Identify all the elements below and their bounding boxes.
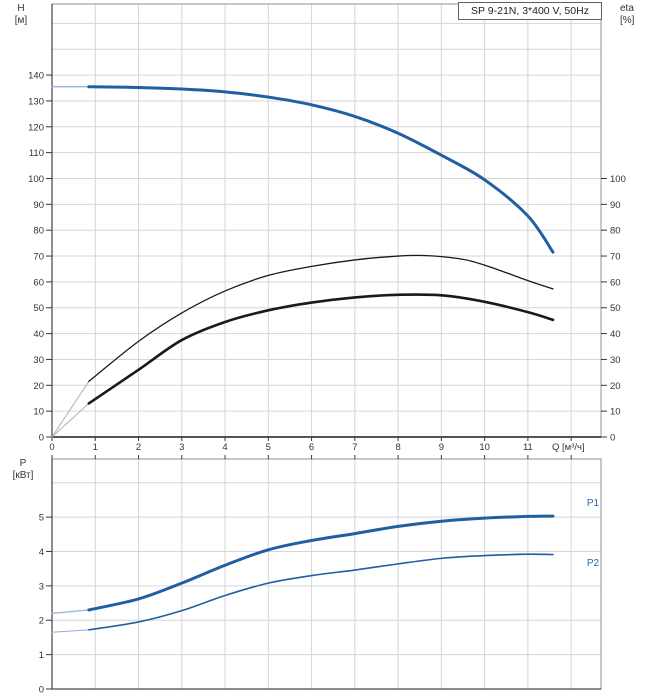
tick-label: 5	[266, 442, 271, 453]
tick-label: 10	[33, 407, 44, 418]
h-axis-label: H	[17, 3, 25, 14]
series-P2-lead	[51, 629, 90, 633]
series-P2	[87, 553, 554, 631]
tick-label: 140	[28, 71, 44, 82]
series-eta-pump	[88, 254, 554, 383]
tick-label: 2	[136, 442, 141, 453]
tick-label: 120	[28, 122, 44, 133]
tick-label: 10	[479, 442, 490, 453]
tick-label: 1	[39, 650, 44, 661]
head-efficiency-chart: 0102030405060708090100110120130140010203…	[28, 3, 626, 453]
tick-label: 0	[610, 433, 615, 444]
tick-label: 11	[523, 442, 533, 453]
tick-label: 8	[395, 442, 400, 453]
h-axis-unit: [м]	[14, 15, 28, 26]
tick-label: 110	[29, 148, 44, 159]
tick-label: 50	[33, 303, 44, 314]
tick-label: 3	[179, 442, 184, 453]
tick-label: 4	[39, 547, 44, 558]
tick-label: 5	[39, 513, 44, 524]
series-P1-lead	[51, 609, 90, 614]
series-eta-total	[87, 293, 555, 405]
series-H	[87, 85, 555, 254]
q-axis-label: Q [м³/ч]	[552, 442, 585, 453]
tick-label: 2	[39, 616, 44, 627]
tick-label: 80	[610, 226, 621, 237]
power-chart: 0 1 2 3 4 5	[39, 455, 602, 696]
series-eta-pump-lead	[51, 380, 90, 438]
tick-label: 3	[39, 581, 44, 592]
tick-label: 60	[610, 277, 621, 288]
tick-label: 4	[222, 442, 227, 453]
series-P1	[87, 514, 555, 612]
eta-axis-unit: [%]	[620, 15, 635, 26]
tick-label: 130	[28, 96, 44, 107]
p-axis-label: P	[19, 458, 27, 469]
tick-label: 10	[610, 407, 621, 418]
eta-axis-label: eta	[620, 3, 634, 14]
tick-label: 9	[439, 442, 444, 453]
tick-label: 90	[610, 200, 621, 211]
tick-label: 80	[33, 226, 44, 237]
tick-label: 0	[39, 433, 44, 444]
tick-label: 70	[33, 252, 44, 263]
p1-series-label: P1	[586, 498, 600, 509]
tick-label: 50	[610, 303, 621, 314]
tick-label: 7	[352, 442, 357, 453]
tick-label: 6	[309, 442, 314, 453]
tick-label: 1	[93, 442, 98, 453]
series-eta-total-lead	[51, 402, 90, 438]
tick-label: 100	[28, 174, 44, 185]
tick-label: 90	[33, 200, 44, 211]
tick-label: 30	[610, 355, 621, 366]
tick-label: 0	[39, 685, 44, 696]
tick-label: 100	[610, 174, 626, 185]
p-axis-unit: [кВт]	[12, 470, 34, 481]
tick-label: 20	[610, 381, 621, 392]
tick-label: 60	[33, 277, 44, 288]
p2-series-label: P2	[586, 558, 600, 569]
tick-label: 40	[33, 329, 44, 340]
tick-label: 20	[33, 381, 44, 392]
tick-label: 40	[610, 329, 621, 340]
tick-label: 0	[49, 442, 54, 453]
pump-title-box: SP 9-21N, 3*400 V, 50Hz	[458, 2, 602, 20]
tick-label: 30	[33, 355, 44, 366]
tick-label: 70	[610, 252, 621, 263]
